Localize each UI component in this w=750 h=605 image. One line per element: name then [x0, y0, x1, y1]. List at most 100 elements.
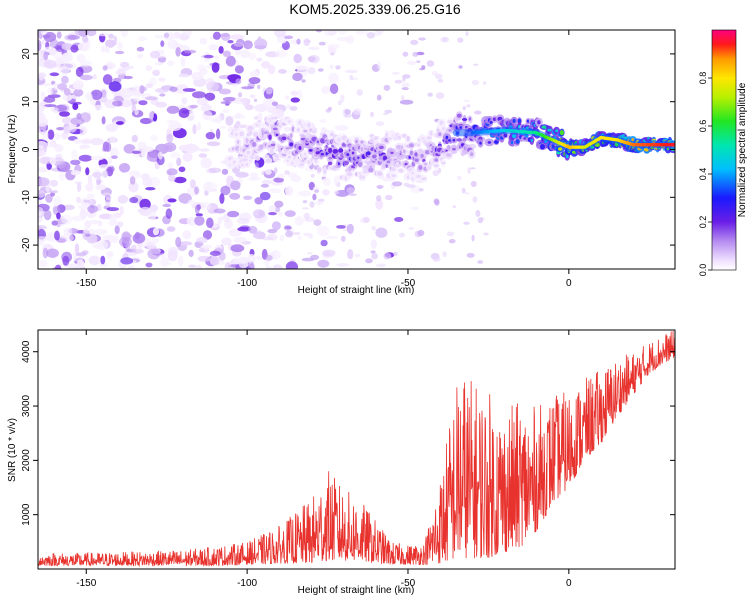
- spectrogram-noise-blob: [54, 231, 60, 241]
- spectrogram-noise-blob: [478, 217, 483, 223]
- spectrogram-noise-blob: [115, 51, 124, 54]
- spectrogram-noise-blob: [225, 262, 231, 273]
- spectrogram-noise-blob: [41, 91, 46, 100]
- spectrogram-signal-core: [347, 172, 353, 177]
- spectrogram-noise-blob: [308, 47, 320, 50]
- spectrogram-signal-core: [397, 136, 401, 140]
- spectrogram-noise-blob: [209, 44, 218, 50]
- spectrogram-signal-core: [235, 133, 238, 136]
- spectrogram-signal-core: [392, 174, 396, 177]
- spectrogram-noise-blob: [117, 42, 122, 51]
- spectrogram-noise-blob: [200, 38, 208, 45]
- spectrogram-noise-blob: [465, 31, 468, 36]
- spectrogram-noise-blob: [202, 110, 212, 120]
- spectrogram-noise-blob: [178, 74, 189, 78]
- spectrogram-noise-blob: [341, 236, 346, 242]
- spectrogram-noise-blob: [442, 251, 447, 257]
- spectrogram-noise-blob: [39, 260, 48, 267]
- spectrogram-signal-core: [453, 139, 456, 142]
- spectrogram-noise-blob: [274, 167, 278, 173]
- spectrogram-noise-blob: [62, 53, 73, 63]
- spectrogram-noise-blob: [51, 190, 58, 193]
- spectrogram-noise-blob: [205, 78, 215, 89]
- snr-y-tick-label: 2000: [21, 449, 32, 472]
- spectrogram-noise-blob: [175, 47, 180, 57]
- spectrogram-noise-blob: [183, 230, 192, 239]
- spectrogram-noise-blob: [94, 229, 107, 235]
- spectrogram-noise-blob: [280, 235, 285, 242]
- spectrogram-noise-blob: [75, 181, 82, 185]
- spectrogram-noise-blob: [134, 109, 138, 116]
- spectrogram-noise-blob: [383, 113, 389, 116]
- spectrogram-signal-core: [537, 120, 540, 124]
- spectrogram-noise-blob: [143, 178, 153, 187]
- spectrogram-noise-blob: [199, 148, 209, 151]
- spectrogram-noise-blob: [250, 71, 259, 77]
- spectrogram-noise-blob: [107, 207, 119, 211]
- spectrogram-noise-blob: [254, 99, 257, 102]
- spectrogram-noise-blob: [272, 102, 278, 107]
- spectrogram-noise-blob: [167, 168, 178, 175]
- spectrogram-noise-blob: [465, 192, 469, 194]
- spectrogram-noise-blob: [210, 256, 220, 266]
- spectrogram-noise-blob: [197, 64, 206, 71]
- spectrogram-noise-blob: [133, 98, 140, 102]
- spectrogram-noise-blob: [284, 36, 293, 40]
- spectrogram-noise-blob: [164, 33, 169, 39]
- spectrogram-signal-core: [438, 132, 441, 136]
- spectrogram-noise-blob: [403, 52, 409, 57]
- spectrogram-noise-blob: [371, 250, 376, 253]
- snr-y-tick-label: 4000: [21, 340, 32, 363]
- spectrogram-noise-blob: [384, 253, 392, 260]
- spectrogram-noise-blob: [250, 94, 255, 98]
- spectrogram-noise-blob: [311, 174, 315, 178]
- spectrogram-noise-blob: [35, 167, 48, 172]
- spectrogram-noise-blob: [74, 89, 84, 97]
- spectrogram-signal-core: [236, 121, 241, 125]
- spectrogram-noise-blob: [196, 237, 207, 243]
- spectrogram-noise-blob: [48, 130, 55, 140]
- spectrogram-noise-blob: [295, 216, 304, 226]
- spectrogram-noise-blob: [138, 36, 147, 41]
- spectrogram-noise-blob: [152, 70, 160, 76]
- spectrogram-noise-blob: [230, 34, 244, 40]
- spectrogram-noise-blob: [338, 27, 347, 34]
- spectrogram-noise-blob: [211, 118, 220, 122]
- spectrogram-noise-blob: [268, 65, 275, 74]
- spectrogram-noise-blob: [71, 150, 78, 161]
- spectrogram-noise-blob: [38, 124, 46, 131]
- spectrogram-noise-blob: [43, 143, 47, 153]
- spectrogram-noise-blob: [176, 158, 181, 167]
- colorbar-ticks: 0.00.20.40.60.8: [698, 72, 712, 277]
- spectrogram-noise-blob: [247, 44, 253, 48]
- spectrogram-noise-blob: [292, 73, 303, 81]
- spectrogram-noise-blob: [146, 65, 152, 71]
- spectrogram-noise-blob: [330, 84, 338, 95]
- spectrogram-noise-blob: [98, 32, 109, 36]
- spectrogram-noise-blob: [93, 74, 97, 80]
- spectrogram-signal-core: [288, 156, 291, 159]
- spectrogram-noise-blob: [189, 250, 194, 257]
- spectrogram-signal-core: [323, 169, 326, 174]
- spectrogram-signal-core: [276, 134, 279, 136]
- spectrogram-noise-blob: [265, 255, 273, 261]
- spectrogram-noise-blob: [195, 205, 200, 214]
- spectrogram-noise-blob: [463, 222, 469, 225]
- spectrogram-noise-blob: [335, 125, 349, 131]
- snr-y-tick-label: 1000: [21, 503, 32, 526]
- spectrogram-noise-blob: [296, 39, 300, 45]
- spectrogram-noise-blob: [377, 185, 383, 189]
- spectrogram-noise-blob: [132, 151, 141, 154]
- spectrogram-y-tick-label: 20: [21, 48, 32, 60]
- spectrogram-signal-core: [288, 120, 291, 122]
- spectrogram-signal-core: [441, 162, 446, 164]
- spectrogram-noise-blob: [137, 54, 143, 59]
- spectrogram-noise-blob: [56, 212, 61, 219]
- spectrogram-noise-blob: [232, 115, 246, 119]
- spectrogram-noise-blob: [204, 55, 214, 59]
- spectrogram-noise-blob: [64, 228, 73, 236]
- spectrogram-noise-blob: [284, 225, 292, 231]
- spectrogram-noise-blob: [438, 79, 444, 83]
- spectrogram-noise-blob: [112, 101, 123, 107]
- spectrogram-noise-blob: [179, 108, 190, 118]
